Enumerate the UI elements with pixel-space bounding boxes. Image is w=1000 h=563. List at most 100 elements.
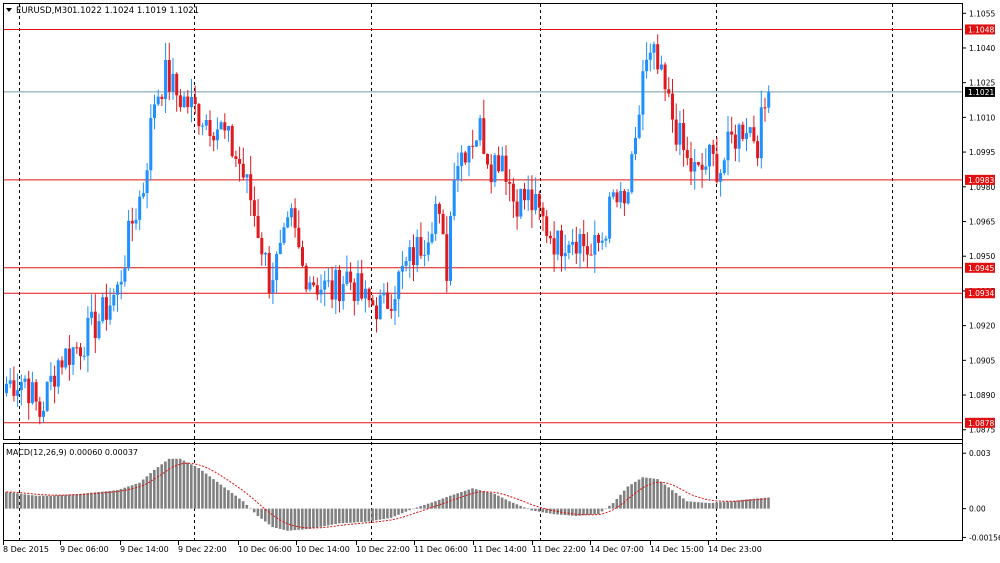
- macd-bar: [234, 495, 237, 509]
- macd-bar: [116, 490, 119, 509]
- candle-body: [408, 247, 412, 262]
- macd-bar: [238, 498, 241, 509]
- macd-bar: [230, 492, 234, 509]
- x-tick-label: 11 Dec 06:00: [414, 545, 468, 554]
- macd-bar: [748, 499, 752, 509]
- macd-y-tick-label: -0.00156: [969, 533, 1000, 542]
- macd-bar: [511, 502, 515, 509]
- macd-bar: [574, 508, 578, 516]
- candle-body: [563, 252, 567, 257]
- candle-body: [38, 401, 42, 417]
- macd-bar: [404, 508, 408, 512]
- candle-body: [630, 154, 634, 193]
- macd-bar: [101, 491, 104, 509]
- macd-bar: [49, 495, 52, 509]
- candle-body: [556, 230, 560, 255]
- candle-body: [5, 383, 8, 394]
- candle-body: [404, 261, 408, 266]
- candle-body: [252, 200, 256, 217]
- candle-body: [223, 122, 227, 131]
- candle-body: [423, 254, 427, 256]
- candle-body: [545, 216, 549, 236]
- macd-bar: [382, 508, 385, 520]
- candle-body: [341, 283, 345, 302]
- macd-bar: [696, 502, 700, 509]
- candle-body: [64, 348, 68, 368]
- candle-body: [400, 265, 404, 272]
- candle-body: [260, 237, 264, 255]
- macd-bar: [530, 508, 533, 511]
- macd-bar: [123, 487, 126, 509]
- macd-bar: [508, 501, 511, 509]
- macd-bar: [190, 464, 193, 509]
- macd-bar: [71, 494, 75, 509]
- macd-bar: [134, 484, 138, 509]
- candle-body: [193, 96, 197, 105]
- macd-bar: [5, 492, 8, 509]
- candle-body: [227, 125, 230, 131]
- candle-body: [389, 308, 393, 311]
- candle-body: [8, 380, 12, 384]
- macd-bar: [415, 507, 419, 509]
- candle-body: [130, 220, 134, 224]
- macd-bar: [53, 495, 56, 509]
- macd-bar: [278, 508, 282, 529]
- candle-body: [264, 252, 267, 255]
- candle-body: [378, 295, 382, 320]
- macd-bar: [334, 508, 337, 525]
- candle-body: [141, 193, 145, 197]
- candle-body: [619, 191, 623, 203]
- candle-body: [164, 59, 168, 100]
- macd-bar: [34, 495, 38, 509]
- macd-bar: [523, 507, 526, 509]
- y-tick-label: 1.0965: [969, 218, 995, 227]
- candle-body: [212, 136, 216, 141]
- macd-bar: [689, 501, 693, 509]
- candle-body: [79, 347, 82, 357]
- price-level-tag: [965, 417, 995, 428]
- candle-body: [711, 144, 715, 154]
- candle-body: [282, 227, 286, 243]
- x-tick-label: 8 Dec 2015: [3, 545, 49, 554]
- macd-bar: [112, 490, 115, 509]
- macd-bar: [652, 478, 656, 509]
- candle-body: [419, 237, 423, 256]
- macd-bar: [193, 466, 197, 509]
- candle-body: [171, 73, 175, 92]
- macd-series: [5, 458, 770, 531]
- macd-bar: [301, 508, 304, 530]
- macd-bar: [127, 486, 130, 509]
- candle-body: [674, 119, 678, 145]
- macd-bar: [19, 493, 23, 509]
- candle-body: [30, 382, 34, 404]
- price-level-tag: [965, 24, 995, 35]
- macd-bar: [541, 508, 545, 513]
- macd-axis: 0.003 0.00 -0.00156: [962, 449, 1000, 542]
- macd-bar: [178, 458, 182, 509]
- macd-bar: [223, 487, 226, 509]
- macd-bar: [608, 505, 611, 509]
- macd-bar: [252, 508, 256, 513]
- macd-bar: [319, 508, 323, 527]
- macd-bar: [182, 460, 186, 509]
- candle-body: [112, 294, 116, 306]
- candle-body: [519, 188, 523, 217]
- current-price-tag: [965, 86, 995, 97]
- macd-bar: [82, 493, 86, 509]
- candle-body: [456, 166, 460, 181]
- x-tick-label: 9 Dec 14:00: [120, 545, 169, 554]
- candle-body: [219, 122, 223, 130]
- candle-body: [745, 133, 748, 139]
- macd-bar: [23, 494, 27, 509]
- macd-bar: [578, 508, 582, 516]
- candle-body: [352, 282, 356, 302]
- candle-body: [149, 118, 153, 171]
- candle-body: [708, 144, 711, 167]
- chevron-down-icon[interactable]: [6, 8, 12, 12]
- candle-body: [256, 216, 260, 238]
- candle-body: [412, 247, 415, 266]
- x-tick-label: 10 Dec 14:00: [296, 545, 350, 554]
- candle-body: [722, 160, 726, 174]
- macd-bar: [219, 484, 223, 509]
- candle-body: [504, 155, 508, 182]
